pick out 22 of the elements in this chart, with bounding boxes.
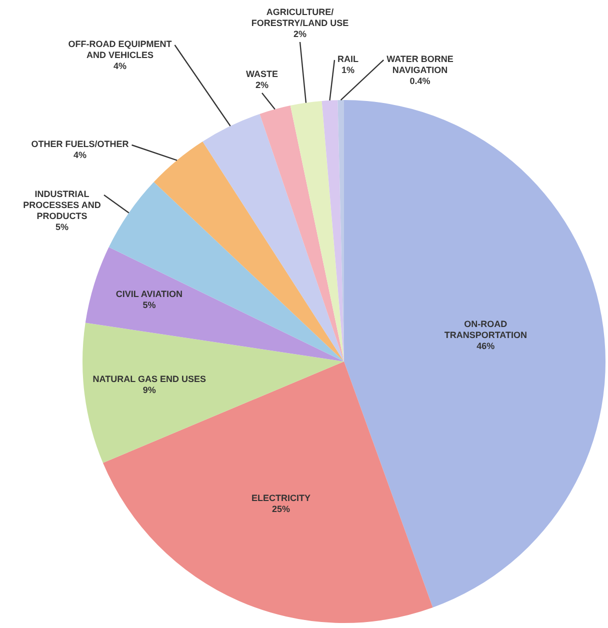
- slice-label: NATURAL GAS END USES: [92, 374, 206, 384]
- slice-label: OTHER FUELS/OTHER: [31, 138, 130, 149]
- slice-label: WATER BORNE NAVIGATION: [386, 54, 454, 75]
- data-label: 2%: [255, 80, 269, 90]
- slice-label: RAIL: [338, 54, 359, 64]
- data-label: 1%: [341, 64, 355, 75]
- slice-label: CIVIL AVIATION: [116, 289, 183, 300]
- data-label: 4%: [73, 150, 87, 160]
- slice-label: ON-ROAD TRANSPORTATION: [444, 319, 528, 340]
- data-label: 4%: [113, 60, 127, 71]
- slice-label: OFF-ROAD EQUIPMENT AND VEHICLES: [68, 38, 172, 60]
- data-label: 2%: [293, 28, 307, 39]
- data-label: 46%: [476, 341, 495, 352]
- data-label: 5%: [55, 222, 69, 232]
- data-label: 0.4%: [410, 76, 430, 86]
- data-label: 9%: [142, 384, 156, 395]
- slice-label: ELECTRICITY: [251, 493, 311, 504]
- data-label: 5%: [142, 300, 156, 310]
- slice-label: AGRICULTURE/ FORESTRY/LAND USE: [251, 6, 349, 28]
- data-label: 25%: [272, 504, 290, 514]
- slice-label: INDUSTRIAL PROCESSES AND PRODUCTS: [23, 188, 102, 221]
- slice-label: WASTE: [246, 68, 278, 79]
